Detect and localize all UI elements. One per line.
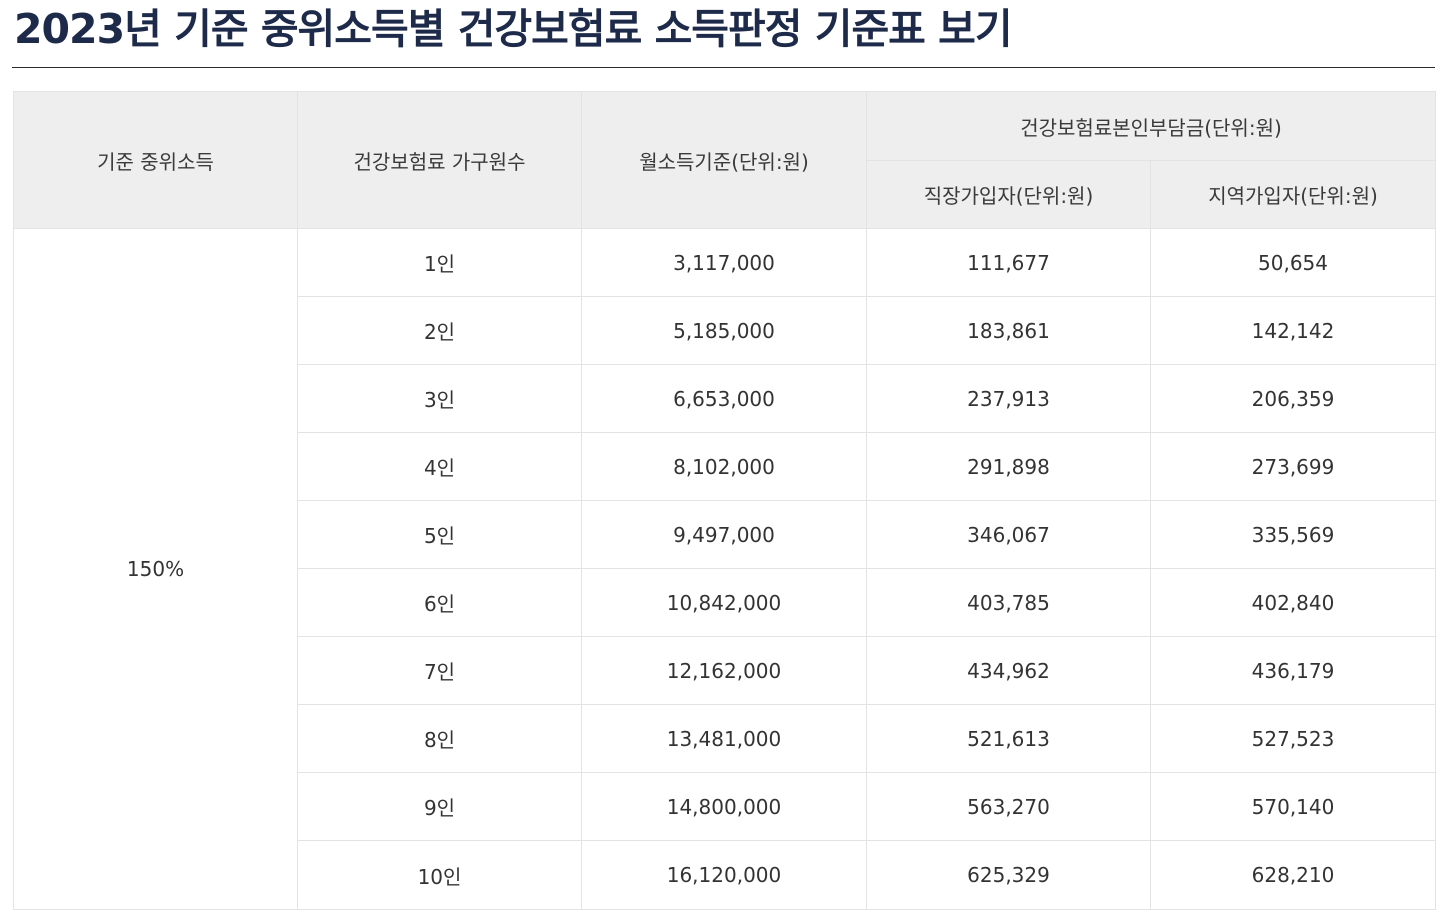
employee-premium-cell: 434,962 bbox=[866, 636, 1151, 705]
regional-premium-cell: 436,179 bbox=[1149, 636, 1437, 705]
employee-premium-cell: 521,613 bbox=[866, 704, 1151, 773]
employee-premium-cell: 346,067 bbox=[866, 500, 1151, 569]
household-cell: 9인 bbox=[297, 772, 582, 841]
table-row: 7인 12,162,000 434,962 436,179 bbox=[14, 636, 1437, 705]
employee-premium-cell: 237,913 bbox=[866, 364, 1151, 433]
income-premium-table: 기준 중위소득 건강보험료 가구원수 월소득기준(단위:원) 건강보험료본인부담… bbox=[13, 91, 1437, 910]
table-row: 3인 6,653,000 237,913 206,359 bbox=[14, 364, 1437, 433]
header-row: 기준 중위소득 건강보험료 가구원수 월소득기준(단위:원) 건강보험료본인부담… bbox=[13, 91, 1437, 229]
household-cell: 8인 bbox=[297, 704, 582, 773]
employee-premium-cell: 625,329 bbox=[866, 840, 1151, 910]
table-row: 10인 16,120,000 625,329 628,210 bbox=[14, 840, 1437, 910]
table-row: 5인 9,497,000 346,067 335,569 bbox=[14, 500, 1437, 569]
employee-premium-cell: 563,270 bbox=[866, 772, 1151, 841]
page-title: 2023년 기준 중위소득별 건강보험료 소득판정 기준표 보기 bbox=[14, 5, 1013, 53]
monthly-income-cell: 14,800,000 bbox=[581, 772, 867, 841]
table-row: 6인 10,842,000 403,785 402,840 bbox=[14, 568, 1437, 637]
regional-premium-cell: 273,699 bbox=[1149, 432, 1437, 501]
header-household-size: 건강보험료 가구원수 bbox=[297, 91, 582, 229]
household-cell: 3인 bbox=[297, 364, 582, 433]
table-row: 9인 14,800,000 563,270 570,140 bbox=[14, 772, 1437, 841]
monthly-income-cell: 8,102,000 bbox=[581, 432, 867, 501]
regional-premium-cell: 527,523 bbox=[1149, 704, 1437, 773]
monthly-income-cell: 6,653,000 bbox=[581, 364, 867, 433]
table-row: 150% 1인 3,117,000 111,677 50,654 bbox=[13, 228, 1437, 910]
monthly-income-cell: 12,162,000 bbox=[581, 636, 867, 705]
monthly-income-cell: 9,497,000 bbox=[581, 500, 867, 569]
employee-premium-cell: 183,861 bbox=[866, 296, 1151, 365]
household-cell: 7인 bbox=[297, 636, 582, 705]
regional-premium-cell: 402,840 bbox=[1149, 568, 1437, 637]
regional-premium-cell: 335,569 bbox=[1149, 500, 1437, 569]
household-cell: 5인 bbox=[297, 500, 582, 569]
header-monthly-income: 월소득기준(단위:원) bbox=[581, 91, 867, 229]
household-cell: 10인 bbox=[297, 840, 582, 910]
employee-premium-cell: 403,785 bbox=[866, 568, 1151, 637]
header-median-income: 기준 중위소득 bbox=[13, 91, 298, 229]
monthly-income-cell: 5,185,000 bbox=[581, 296, 867, 365]
monthly-income-cell: 16,120,000 bbox=[581, 840, 867, 910]
household-cell: 2인 bbox=[297, 296, 582, 365]
household-cell: 4인 bbox=[297, 432, 582, 501]
header-premium-group: 건강보험료본인부담금(단위:원) bbox=[865, 91, 1437, 161]
header-regional: 지역가입자(단위:원) bbox=[1149, 160, 1437, 229]
regional-premium-cell: 570,140 bbox=[1149, 772, 1437, 841]
median-percent-cell: 150% bbox=[13, 228, 298, 910]
employee-premium-cell: 111,677 bbox=[866, 228, 1151, 297]
employee-premium-cell: 291,898 bbox=[866, 432, 1151, 501]
table-row: 2인 5,185,000 183,861 142,142 bbox=[14, 296, 1437, 365]
regional-premium-cell: 142,142 bbox=[1149, 296, 1437, 365]
regional-premium-cell: 628,210 bbox=[1149, 840, 1437, 910]
regional-premium-cell: 50,654 bbox=[1149, 228, 1437, 297]
monthly-income-cell: 10,842,000 bbox=[581, 568, 867, 637]
household-cell: 1인 bbox=[297, 228, 582, 297]
monthly-income-cell: 13,481,000 bbox=[581, 704, 867, 773]
header-subrow: 직장가입자(단위:원) 지역가입자(단위:원) bbox=[14, 160, 1437, 229]
header-employee: 직장가입자(단위:원) bbox=[866, 160, 1151, 229]
title-divider bbox=[12, 67, 1435, 68]
regional-premium-cell: 206,359 bbox=[1149, 364, 1437, 433]
household-cell: 6인 bbox=[297, 568, 582, 637]
monthly-income-cell: 3,117,000 bbox=[581, 228, 867, 297]
